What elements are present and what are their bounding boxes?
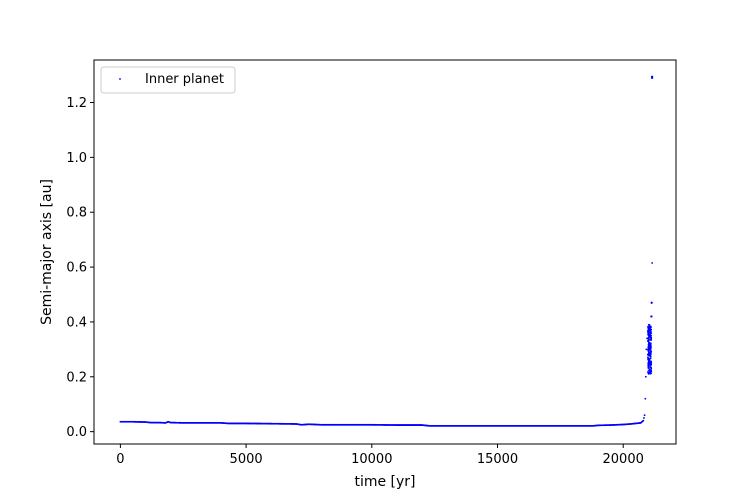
y-axis-label: Semi-major axis [au] <box>39 179 55 325</box>
data-point <box>647 370 649 372</box>
data-point <box>649 332 651 334</box>
data-point <box>650 329 652 331</box>
x-tick-label-10000: 10000 <box>351 452 392 467</box>
x-axis-label: time [yr] <box>354 474 415 490</box>
legend: Inner planet <box>101 67 235 93</box>
plot-area <box>94 60 676 444</box>
data-point <box>648 341 650 343</box>
data-point <box>647 331 649 333</box>
legend-marker <box>119 78 121 80</box>
data-point <box>650 340 652 342</box>
data-point <box>649 371 651 373</box>
data-point <box>647 357 649 359</box>
outlier-point <box>651 77 653 79</box>
data-point <box>650 343 652 345</box>
data-point <box>647 365 649 367</box>
data-point <box>649 354 651 356</box>
y-tick-label-4: 0.8 <box>66 206 87 221</box>
data-point <box>649 336 651 338</box>
y-tick-label-0: 0.0 <box>66 425 87 440</box>
data-point <box>648 359 650 361</box>
data-point <box>645 348 647 350</box>
data-point <box>648 344 650 346</box>
data-point <box>649 324 651 326</box>
data-point <box>648 330 650 332</box>
data-point <box>651 262 653 264</box>
data-point <box>648 354 650 356</box>
data-point <box>647 338 649 340</box>
data-point <box>648 349 650 351</box>
data-point <box>642 420 644 422</box>
data-point <box>649 345 651 347</box>
x-tick-label-0: 0 <box>116 452 124 467</box>
y-tick-label-2: 0.4 <box>66 315 87 330</box>
x-tick-label-5000: 5000 <box>230 452 263 467</box>
data-point <box>648 347 650 349</box>
data-point <box>644 414 646 416</box>
x-tick-label-15000: 15000 <box>477 452 518 467</box>
outlier-point <box>650 315 652 317</box>
data-point <box>650 372 652 374</box>
outlier-point <box>651 302 653 304</box>
data-point <box>648 334 650 336</box>
data-point <box>644 398 646 400</box>
data-point <box>650 367 652 369</box>
data-point <box>649 364 651 366</box>
x-tick-label-20000: 20000 <box>603 452 644 467</box>
y-tick-label-1: 0.2 <box>66 370 87 385</box>
y-tick-label-6: 1.2 <box>66 96 87 111</box>
data-point <box>650 369 652 371</box>
y-tick-label-5: 1.0 <box>66 151 87 166</box>
data-point <box>649 358 651 360</box>
data-point <box>647 367 649 369</box>
data-point <box>647 326 649 328</box>
legend-label-inner-planet: Inner planet <box>145 72 224 87</box>
data-point <box>650 337 652 339</box>
data-point <box>645 376 647 378</box>
data-point <box>648 373 650 375</box>
data-point <box>643 417 645 419</box>
data-point <box>649 360 651 362</box>
data-point <box>648 363 650 365</box>
data-point <box>649 326 651 328</box>
y-tick-label-3: 0.6 <box>66 261 87 276</box>
data-point <box>650 362 652 364</box>
data-point <box>650 351 652 353</box>
